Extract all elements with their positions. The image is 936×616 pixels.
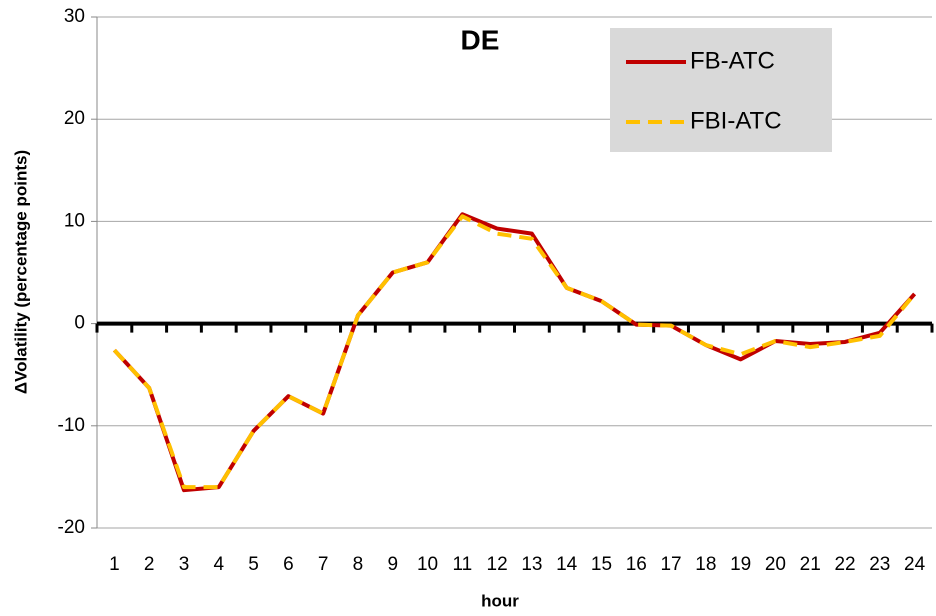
x-tick-label: 19 [730, 554, 751, 575]
legend-label: FBI-ATC [690, 107, 782, 134]
x-tick-label: 22 [834, 554, 855, 575]
x-tick-label: 21 [800, 554, 821, 575]
x-tick-label: 24 [904, 554, 926, 575]
x-tick-label: 4 [213, 554, 224, 575]
y-tick-label: -20 [58, 517, 85, 538]
y-tick-label: 20 [64, 108, 85, 129]
series-line [112, 214, 917, 490]
x-tick-label: 1 [109, 554, 120, 575]
x-tick-label: 3 [179, 554, 190, 575]
y-tick-label: 0 [74, 313, 85, 334]
x-tick-label: 9 [387, 554, 398, 575]
legend-box [610, 28, 832, 152]
x-tick-label: 23 [869, 554, 890, 575]
chart-title: DE [461, 24, 500, 55]
y-tick-label: 10 [64, 210, 85, 231]
x-axis-label: hour [481, 591, 519, 610]
x-tick-label: 20 [765, 554, 786, 575]
y-tick-label: 30 [64, 6, 85, 27]
legend-label: FB-ATC [690, 47, 775, 74]
x-tick-label: 17 [660, 554, 681, 575]
x-tick-label: 8 [353, 554, 364, 575]
x-tick-label: 14 [556, 554, 578, 575]
x-tick-label: 11 [452, 554, 472, 575]
x-tick-label: 7 [318, 554, 329, 575]
x-tick-label: 16 [626, 554, 647, 575]
y-axis-label: ΔVolatility (percentage points) [11, 150, 30, 394]
x-tick-label: 15 [591, 554, 612, 575]
x-tick-label: 13 [521, 554, 542, 575]
x-tick-label: 2 [144, 554, 155, 575]
y-tick-label: -10 [58, 415, 85, 436]
x-tick-label: 18 [695, 554, 716, 575]
x-tick-label: 12 [487, 554, 508, 575]
x-tick-label: 5 [248, 554, 259, 575]
x-tick-label: 6 [283, 554, 294, 575]
x-tick-label: 10 [417, 554, 438, 575]
